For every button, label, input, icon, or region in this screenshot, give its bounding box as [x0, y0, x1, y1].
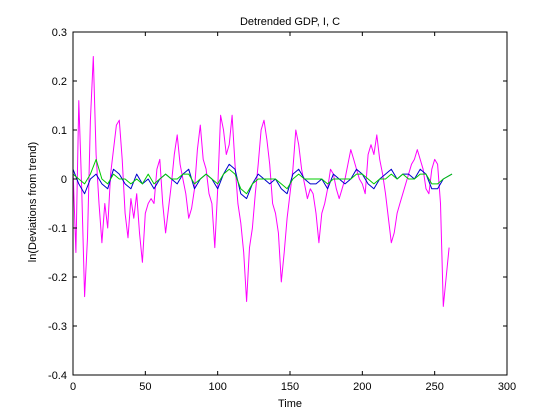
- y-tick-label: 0.3: [52, 27, 67, 39]
- axes-box: [72, 31, 508, 376]
- x-tick-label: 100: [208, 381, 226, 393]
- y-tick-label: -0.4: [48, 370, 67, 382]
- y-tick-label: 0.1: [52, 125, 67, 137]
- x-tick-label: 250: [425, 381, 443, 393]
- y-tick-label: -0.2: [48, 272, 67, 284]
- x-tick-label: 300: [498, 381, 516, 393]
- y-tick-label: 0.2: [52, 76, 67, 88]
- x-tick-label: 200: [353, 381, 371, 393]
- x-tick-label: 150: [281, 381, 299, 393]
- x-tick-label: 50: [139, 381, 151, 393]
- series-line-0: [72, 56, 450, 307]
- plot-area: [72, 56, 453, 307]
- y-tick-label: 0: [61, 174, 67, 186]
- y-axis-label: ln(Deviations from trend): [27, 142, 39, 262]
- series-line-2: [72, 158, 453, 195]
- x-tick-label: 0: [70, 381, 76, 393]
- x-axis-label: Time: [278, 398, 302, 410]
- axes: 0 50 100 150 200 250 300 -0.4 -0.3 -0.2 -0.1 0 0.1 0.…: [48, 27, 516, 393]
- chart-title: Detrended GDP, I, C: [240, 16, 340, 28]
- series-line-1: [72, 163, 453, 200]
- y-tick-label: -0.3: [48, 321, 67, 333]
- y-tick-label: -0.1: [48, 223, 67, 235]
